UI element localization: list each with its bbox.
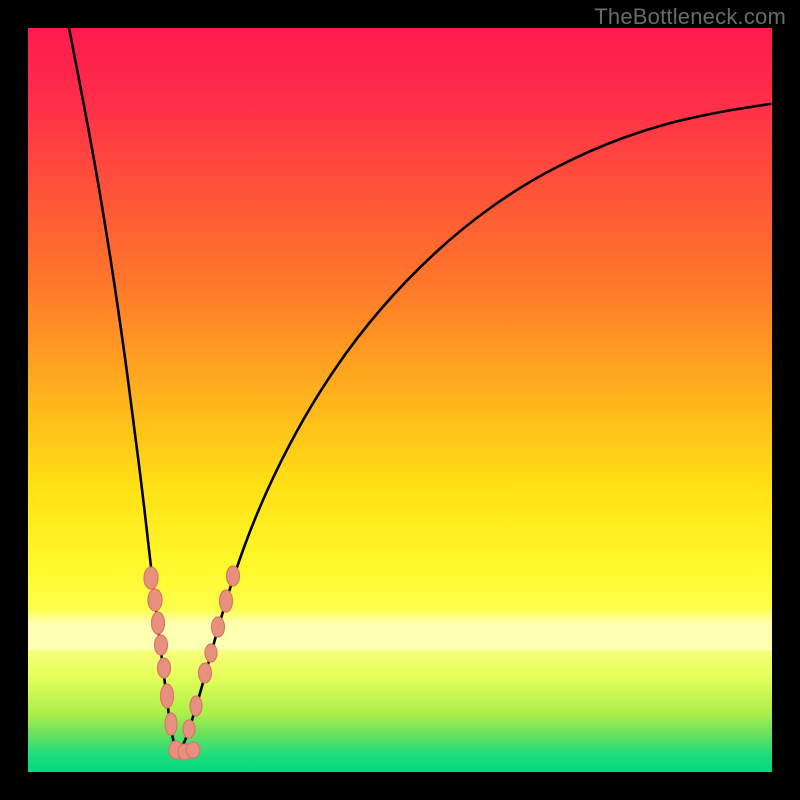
watermark-text: TheBottleneck.com (594, 4, 786, 30)
data-marker (227, 566, 240, 586)
data-marker (183, 720, 195, 738)
data-marker (144, 567, 158, 589)
data-marker (205, 644, 217, 662)
bottleneck-chart (0, 0, 800, 800)
data-marker (186, 742, 200, 758)
data-marker (212, 617, 225, 637)
data-marker (148, 589, 162, 611)
data-marker (158, 658, 171, 678)
data-marker (220, 590, 233, 612)
chart-container: { "meta": { "watermark": "TheBottleneck.… (0, 0, 800, 800)
chart-background (28, 28, 772, 772)
data-marker (152, 612, 165, 634)
data-marker (199, 663, 212, 683)
data-marker (165, 713, 177, 735)
data-marker (161, 684, 174, 708)
data-marker (155, 635, 168, 655)
data-marker (190, 696, 202, 716)
